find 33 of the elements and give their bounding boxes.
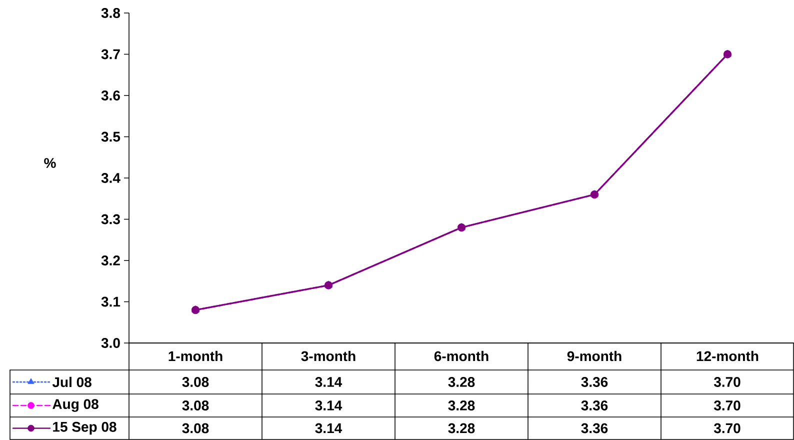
data-label: 3.08 bbox=[182, 423, 209, 434]
legend-label: Jul 08 bbox=[52, 376, 92, 388]
data-label: 3.14 bbox=[315, 377, 342, 387]
y-tick-label: 3.5 bbox=[101, 132, 120, 142]
y-tick-label: 3.0 bbox=[101, 338, 120, 348]
data-label: 3.14 bbox=[315, 423, 342, 434]
data-label: 3.70 bbox=[714, 377, 740, 387]
legend-label: 15 Sep 08 bbox=[53, 422, 116, 435]
data-label: 3.14 bbox=[315, 400, 342, 410]
data-label: 3.70 bbox=[714, 400, 740, 410]
data-label: 3.08 bbox=[182, 400, 209, 410]
data-label: 3.08 bbox=[182, 377, 209, 387]
y-tick-label: 3.6 bbox=[101, 90, 120, 100]
legend-label: Aug 08 bbox=[52, 399, 98, 412]
y-axis-title: % bbox=[44, 158, 56, 168]
data-label: 3.36 bbox=[581, 423, 608, 434]
y-tick-label: 3.8 bbox=[101, 8, 120, 18]
y-tick-label: 3.2 bbox=[101, 256, 120, 266]
data-label: 3.36 bbox=[581, 377, 608, 387]
y-tick-label: 3.7 bbox=[101, 49, 120, 60]
x-tick-label: 3-month bbox=[301, 350, 356, 362]
y-tick-label: 3.4 bbox=[101, 173, 120, 183]
x-tick-label: 1-month bbox=[168, 350, 222, 362]
x-tick-label: 9-month bbox=[567, 350, 622, 362]
x-tick-label: 6-month bbox=[434, 350, 488, 362]
data-label: 3.36 bbox=[581, 400, 608, 410]
data-label: 3.70 bbox=[714, 423, 740, 434]
y-tick-label: 3.1 bbox=[101, 296, 120, 307]
y-tick-label: 3.3 bbox=[101, 214, 120, 224]
data-label: 3.28 bbox=[448, 377, 475, 387]
data-label: 3.28 bbox=[448, 423, 475, 434]
x-tick-label: 12-month bbox=[696, 350, 758, 362]
data-label: 3.28 bbox=[448, 400, 475, 410]
